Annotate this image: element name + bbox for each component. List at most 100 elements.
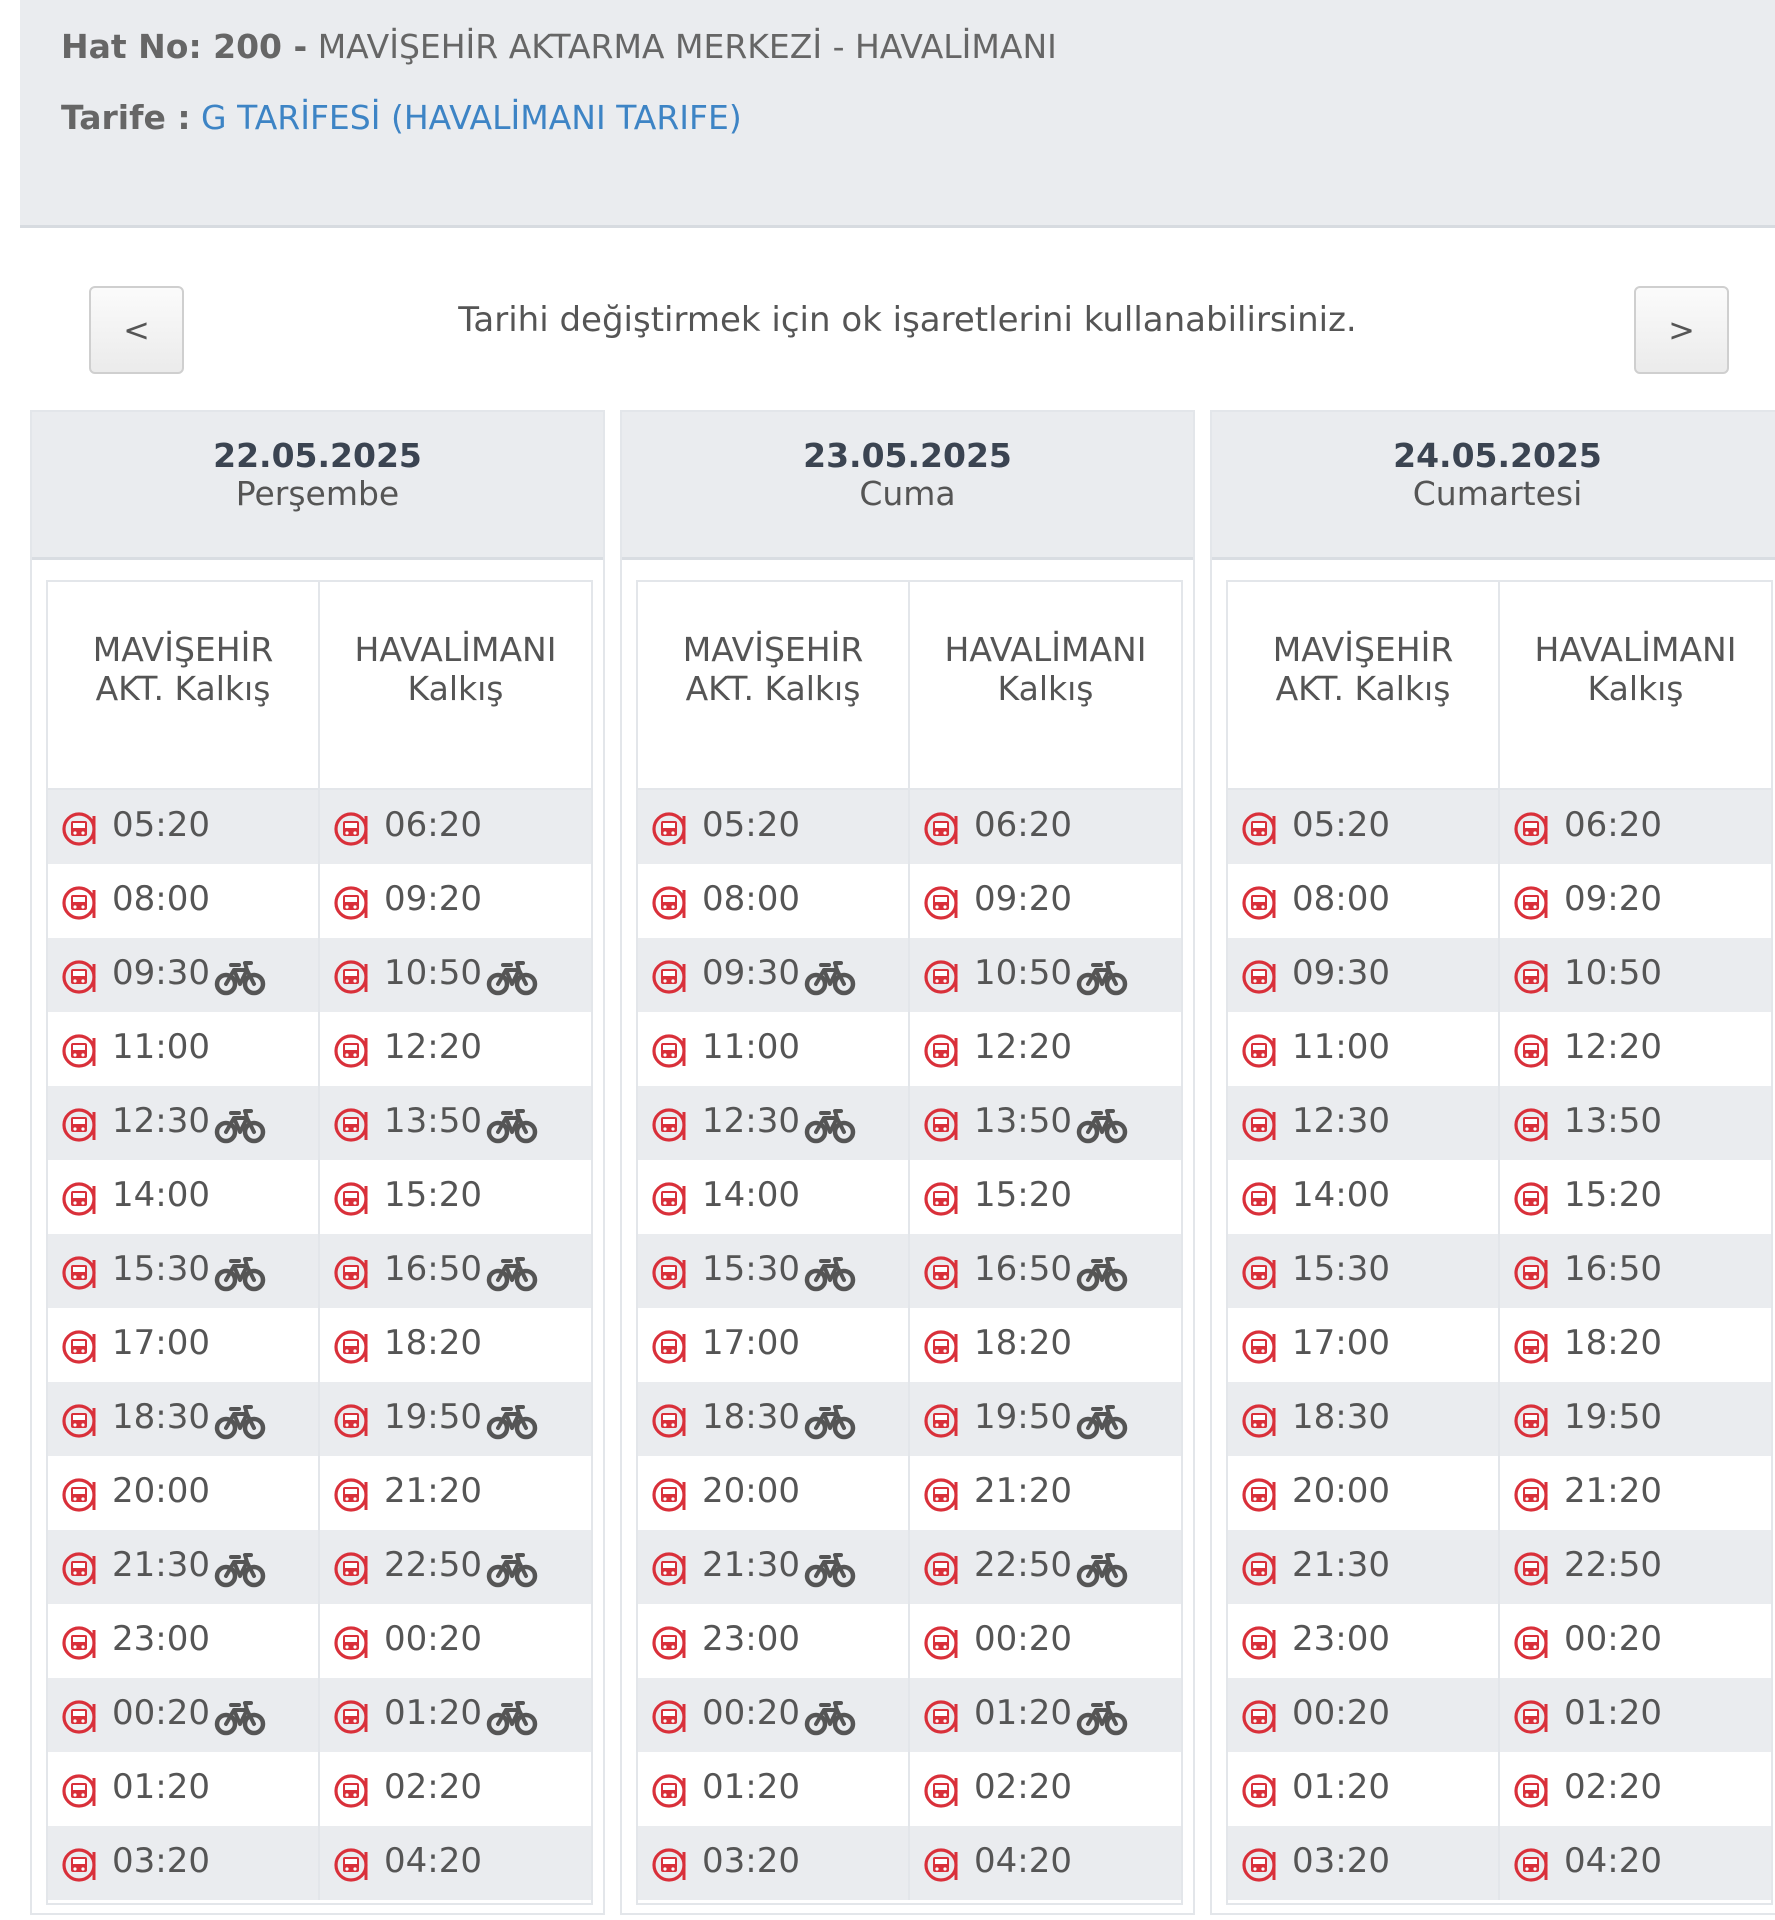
departure-havalimani: 21:20 — [320, 1456, 591, 1530]
departure-time: 05:20 — [1292, 805, 1390, 845]
bus-stop-icon — [1514, 1034, 1548, 1068]
bicycle-icon — [214, 1701, 266, 1736]
date-navigation-hint: Tarihi değiştirmek için ok işaretlerini … — [458, 300, 1357, 340]
departure-time: 15:20 — [974, 1175, 1072, 1215]
departure-time: 04:20 — [384, 1841, 482, 1881]
departure-time: 14:00 — [112, 1175, 210, 1215]
bus-stop-icon — [1514, 1478, 1548, 1512]
bus-stop-icon — [334, 1626, 368, 1660]
departure-time: 01:20 — [1564, 1693, 1662, 1733]
departure-havalimani: 12:20 — [320, 1012, 591, 1086]
departure-havalimani: 02:20 — [320, 1752, 591, 1826]
bus-stop-icon — [1242, 1848, 1276, 1882]
departure-time: 00:20 — [974, 1619, 1072, 1659]
table-row: 21:30 22:50 — [1228, 1530, 1771, 1604]
departure-time: 11:00 — [1292, 1027, 1390, 1067]
departure-time: 01:20 — [702, 1767, 800, 1807]
bus-stop-icon — [1242, 1700, 1276, 1734]
departure-havalimani: 22:50 — [910, 1530, 1181, 1604]
table-row: 17:00 18:20 — [1228, 1308, 1771, 1382]
day-header: 23.05.2025 Cuma — [622, 412, 1193, 560]
departure-mavisehir: 08:00 — [1228, 864, 1500, 938]
table-row: 03:20 04:20 — [48, 1826, 591, 1900]
departure-mavisehir: 21:30 — [48, 1530, 320, 1604]
departure-mavisehir: 12:30 — [638, 1086, 910, 1160]
table-row: 14:00 15:20 — [1228, 1160, 1771, 1234]
table-row: 15:30 16:50 — [638, 1234, 1181, 1308]
previous-date-button[interactable]: < — [89, 286, 184, 374]
bus-stop-icon — [924, 960, 958, 994]
bus-stop-icon — [652, 1774, 686, 1808]
departure-time: 21:20 — [974, 1471, 1072, 1511]
table-row: 00:20 01:20 — [1228, 1678, 1771, 1752]
departure-time: 15:30 — [1292, 1249, 1390, 1289]
departure-time: 15:30 — [702, 1249, 800, 1289]
bicycle-icon — [486, 961, 538, 996]
bus-stop-icon — [652, 960, 686, 994]
departure-havalimani: 16:50 — [320, 1234, 591, 1308]
column-header-mavisehir: MAVİŞEHİR AKT. Kalkış — [48, 582, 320, 788]
day-date: 23.05.2025 — [803, 436, 1012, 475]
bicycle-icon — [1076, 1257, 1128, 1292]
departure-havalimani: 04:20 — [910, 1826, 1181, 1900]
departure-havalimani: 15:20 — [320, 1160, 591, 1234]
departure-havalimani: 06:20 — [1500, 790, 1771, 864]
departure-time: 11:00 — [112, 1027, 210, 1067]
bus-stop-icon — [1242, 1478, 1276, 1512]
day-date: 22.05.2025 — [213, 436, 422, 475]
bus-stop-icon — [1514, 1256, 1548, 1290]
bus-stop-icon — [62, 1404, 96, 1438]
departure-havalimani: 19:50 — [1500, 1382, 1771, 1456]
bus-stop-icon — [1514, 1700, 1548, 1734]
departure-time: 16:50 — [974, 1249, 1072, 1289]
timetable-rows: 05:20 06:20 08:00 09:20 09:30 10:50 11:00 12:20… — [1228, 790, 1771, 1900]
departure-time: 10:50 — [974, 953, 1072, 993]
departure-havalimani: 18:20 — [910, 1308, 1181, 1382]
day-date: 24.05.2025 — [1393, 436, 1602, 475]
bus-stop-icon — [1242, 1404, 1276, 1438]
departure-havalimani: 02:20 — [1500, 1752, 1771, 1826]
departure-time: 06:20 — [974, 805, 1072, 845]
next-date-button[interactable]: > — [1634, 286, 1729, 374]
bus-stop-icon — [334, 1404, 368, 1438]
bus-stop-icon — [62, 1182, 96, 1216]
departure-mavisehir: 14:00 — [48, 1160, 320, 1234]
departure-mavisehir: 08:00 — [638, 864, 910, 938]
bicycle-icon — [214, 1405, 266, 1440]
day-header: 22.05.2025 Perşembe — [32, 412, 603, 560]
departure-mavisehir: 11:00 — [1228, 1012, 1500, 1086]
table-row: 01:20 02:20 — [1228, 1752, 1771, 1826]
tariff-link[interactable]: G TARİFESİ (HAVALİMANI TARIFE) — [201, 98, 742, 137]
bus-stop-icon — [62, 1848, 96, 1882]
bicycle-icon — [804, 1109, 856, 1144]
column-header-line: Kalkış — [1587, 669, 1684, 708]
header-divider — [48, 788, 591, 790]
day-weekday: Cuma — [859, 474, 956, 513]
departure-time: 15:30 — [112, 1249, 210, 1289]
table-row: 11:00 12:20 — [48, 1012, 591, 1086]
departure-time: 08:00 — [1292, 879, 1390, 919]
departure-mavisehir: 00:20 — [1228, 1678, 1500, 1752]
departure-havalimani: 10:50 — [320, 938, 591, 1012]
bus-stop-icon — [1514, 1552, 1548, 1586]
departure-time: 12:30 — [702, 1101, 800, 1141]
bus-stop-icon — [652, 1848, 686, 1882]
bus-stop-icon — [1242, 1108, 1276, 1142]
departure-havalimani: 04:20 — [1500, 1826, 1771, 1900]
departure-mavisehir: 18:30 — [638, 1382, 910, 1456]
bus-stop-icon — [1242, 960, 1276, 994]
departure-havalimani: 09:20 — [910, 864, 1181, 938]
table-row: 17:00 18:20 — [48, 1308, 591, 1382]
departure-time: 13:50 — [384, 1101, 482, 1141]
bus-stop-icon — [1514, 1108, 1548, 1142]
departure-havalimani: 09:20 — [320, 864, 591, 938]
table-row: 21:30 22:50 — [638, 1530, 1181, 1604]
departure-havalimani: 21:20 — [1500, 1456, 1771, 1530]
departure-mavisehir: 09:30 — [1228, 938, 1500, 1012]
bus-stop-icon — [924, 1108, 958, 1142]
departure-time: 21:30 — [702, 1545, 800, 1585]
departure-mavisehir: 20:00 — [48, 1456, 320, 1530]
bicycle-icon — [804, 1553, 856, 1588]
table-row: 14:00 15:20 — [48, 1160, 591, 1234]
bicycle-icon — [804, 961, 856, 996]
